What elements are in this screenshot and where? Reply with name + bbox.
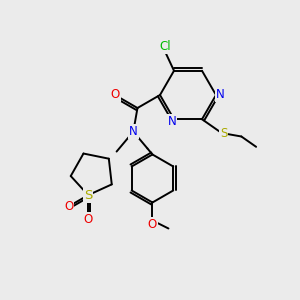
Text: O: O xyxy=(148,218,157,231)
Text: N: N xyxy=(129,125,138,138)
Text: S: S xyxy=(220,127,227,140)
Text: N: N xyxy=(168,115,176,128)
Text: O: O xyxy=(64,200,73,213)
Text: Cl: Cl xyxy=(159,40,170,53)
Text: S: S xyxy=(84,189,92,202)
Text: N: N xyxy=(216,88,224,101)
Text: O: O xyxy=(110,88,120,101)
Text: O: O xyxy=(84,213,93,226)
